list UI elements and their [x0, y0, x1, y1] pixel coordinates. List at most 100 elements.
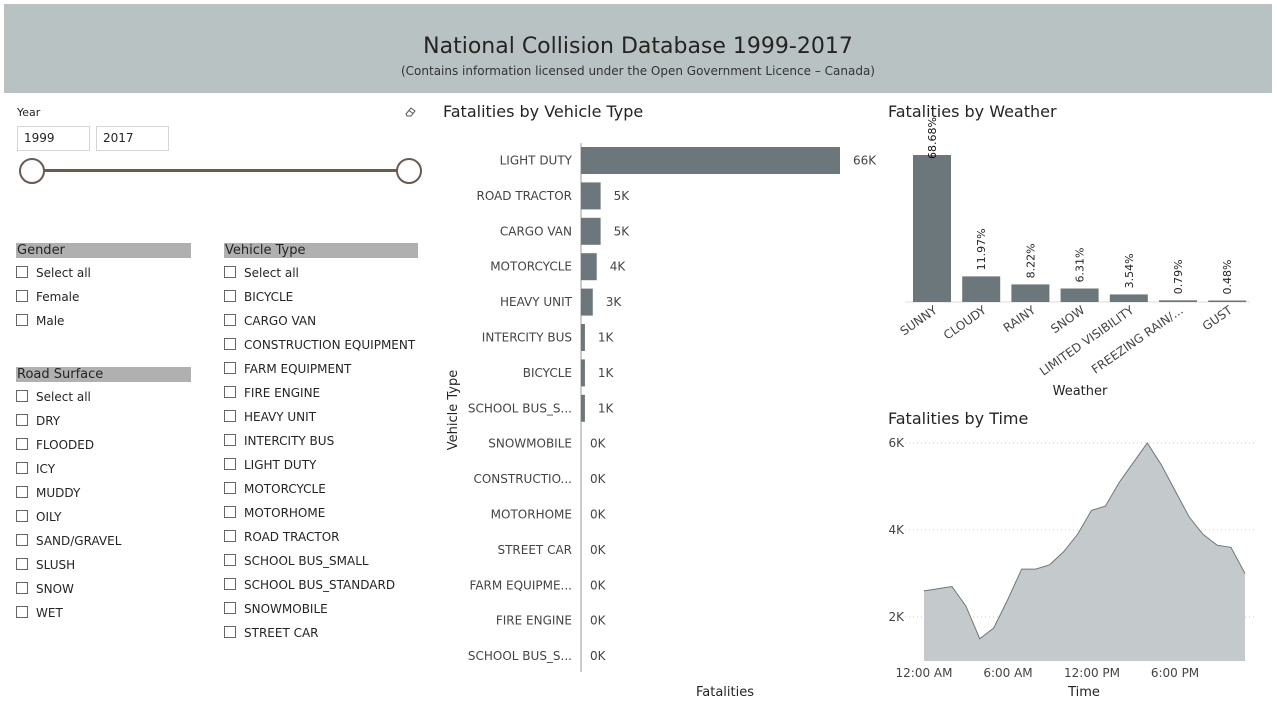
vehicle-type-option-label: MOTORHOME	[244, 506, 326, 520]
vehicle-type-option[interactable]: MOTORCYCLE	[224, 481, 326, 499]
weather-data-label: 68.68%	[926, 117, 939, 159]
checkbox[interactable]	[16, 582, 28, 594]
checkbox[interactable]	[16, 510, 28, 522]
checkbox[interactable]	[224, 626, 236, 638]
weather-bar	[1109, 294, 1148, 302]
checkbox[interactable]	[16, 558, 28, 570]
checkbox[interactable]	[16, 438, 28, 450]
time-line	[923, 442, 1246, 640]
vehicle-category-label: CONSTRUCTIO...	[473, 472, 572, 486]
vehicle-type-option[interactable]: SNOWMOBILE	[224, 601, 328, 619]
time-area	[924, 443, 1245, 661]
year-start-input[interactable]: 1999	[17, 126, 90, 151]
gender-option[interactable]: Select all	[16, 265, 91, 283]
checkbox[interactable]	[16, 266, 28, 278]
vehicle-data-label: 0K	[590, 472, 607, 486]
weather-category-label: RAINY	[1001, 303, 1039, 335]
road-surface-option[interactable]: FLOODED	[16, 437, 94, 455]
weather-category-label: SNOW	[1048, 303, 1087, 336]
eraser-icon[interactable]	[404, 106, 417, 118]
gender-option[interactable]: Male	[16, 313, 64, 331]
checkbox[interactable]	[16, 390, 28, 402]
vehicle-data-label: 4K	[610, 260, 627, 274]
checkbox[interactable]	[16, 414, 28, 426]
road-surface-option[interactable]: ICY	[16, 461, 55, 479]
checkbox[interactable]	[16, 314, 28, 326]
checkbox[interactable]	[224, 458, 236, 470]
checkbox[interactable]	[16, 462, 28, 474]
header-banner: National Collision Database 1999-2017 (C…	[4, 4, 1272, 93]
vehicle-type-option-label: SCHOOL BUS_STANDARD	[244, 578, 396, 592]
vehicle-category-label: STREET CAR	[497, 543, 572, 557]
page-title: National Collision Database 1999-2017	[423, 34, 853, 59]
vehicle-type-option[interactable]: FIRE ENGINE	[224, 385, 320, 403]
vehicle-category-label: MOTORCYCLE	[490, 260, 572, 274]
vehicle-type-option[interactable]: ROAD TRACTOR	[224, 529, 340, 547]
time-x-tick: 12:00 AM	[896, 666, 953, 680]
vehicle-type-option[interactable]: Select all	[224, 265, 299, 283]
checkbox[interactable]	[224, 530, 236, 542]
checkbox[interactable]	[224, 314, 236, 326]
checkbox[interactable]	[224, 410, 236, 422]
vehicle-data-label: 0K	[590, 614, 607, 628]
vehicle-type-option-label: CONSTRUCTION EQUIPMENT	[244, 338, 416, 352]
gender-option[interactable]: Female	[16, 289, 79, 307]
road-surface-option-label: MUDDY	[36, 486, 81, 500]
checkbox[interactable]	[224, 554, 236, 566]
weather-bar	[913, 155, 951, 302]
vehicle-type-option[interactable]: FARM EQUIPMENT	[224, 361, 351, 379]
vehicle-type-option[interactable]: CONSTRUCTION EQUIPMENT	[224, 337, 415, 355]
vehicle-type-option[interactable]: SCHOOL BUS_SMALL	[224, 553, 369, 571]
checkbox[interactable]	[224, 434, 236, 446]
time-x-tick: 6:00 PM	[1151, 666, 1199, 680]
checkbox[interactable]	[224, 266, 236, 278]
weather-data-label: 0.79%	[1172, 259, 1185, 294]
checkbox[interactable]	[16, 290, 28, 302]
time-y-tick: 2K	[888, 610, 905, 624]
road-surface-option[interactable]: Select all	[16, 389, 91, 407]
road-surface-option[interactable]: SAND/GRAVEL	[16, 533, 121, 551]
time-x-axis-title: Time	[1067, 685, 1100, 700]
vehicle-type-option[interactable]: STREET CAR	[224, 625, 319, 643]
vehicle-data-label: 0K	[590, 508, 607, 522]
year-slider-end-handle[interactable]	[396, 158, 422, 184]
vehicle-type-bar-chart: LIGHT DUTY 66K ROAD TRACTOR 5K CARGO VAN 5K MO…	[446, 143, 877, 700]
road-surface-option[interactable]: WET	[16, 605, 63, 623]
road-surface-option[interactable]: MUDDY	[16, 485, 80, 503]
vehicle-type-option-label: MOTORCYCLE	[244, 482, 326, 496]
road-surface-option[interactable]: DRY	[16, 413, 60, 431]
checkbox[interactable]	[224, 386, 236, 398]
vehicle-data-label: 5K	[614, 189, 631, 203]
weather-category-label: LIMITED VISIBILITY	[1037, 303, 1137, 379]
vehicle-type-option[interactable]: MOTORHOME	[224, 505, 325, 523]
checkbox[interactable]	[224, 290, 236, 302]
checkbox[interactable]	[224, 578, 236, 590]
checkbox[interactable]	[16, 534, 28, 546]
road-surface-option[interactable]: OILY	[16, 509, 61, 527]
vehicle-type-option[interactable]: CARGO VAN	[224, 313, 316, 331]
year-slider-track[interactable]	[32, 169, 409, 172]
road-surface-option[interactable]: SNOW	[16, 581, 74, 599]
time-x-tick: 6:00 AM	[983, 666, 1032, 680]
checkbox[interactable]	[224, 506, 236, 518]
checkbox[interactable]	[224, 482, 236, 494]
vehicle-type-option[interactable]: BICYCLE	[224, 289, 293, 307]
weather-bar-chart: 68.68% SUNNY 11.97% CLOUDY 8.22% RAINY 6.31% SN…	[898, 117, 1250, 399]
vehicle-type-option[interactable]: INTERCITY BUS	[224, 433, 334, 451]
vehicle-type-option[interactable]: HEAVY UNIT	[224, 409, 316, 427]
checkbox[interactable]	[224, 362, 236, 374]
checkbox[interactable]	[16, 486, 28, 498]
time-area-chart: 2K 4K 6K 12:00 AM 6:00 AM 12:00 PM 6:00 PM Time	[888, 436, 1255, 700]
year-slider-start-handle[interactable]	[19, 158, 45, 184]
checkbox[interactable]	[224, 338, 236, 350]
checkbox[interactable]	[16, 606, 28, 618]
vehicle-category-label: SNOWMOBILE	[488, 437, 572, 451]
weather-data-label: 0.48%	[1221, 260, 1234, 295]
vehicle-type-option[interactable]: LIGHT DUTY	[224, 457, 316, 475]
road-surface-option[interactable]: SLUSH	[16, 557, 75, 575]
year-end-input[interactable]: 2017	[96, 126, 169, 151]
vehicle-bar	[581, 288, 593, 316]
time-chart-title: Fatalities by Time	[888, 409, 1029, 428]
checkbox[interactable]	[224, 602, 236, 614]
vehicle-type-option[interactable]: SCHOOL BUS_STANDARD	[224, 577, 395, 595]
